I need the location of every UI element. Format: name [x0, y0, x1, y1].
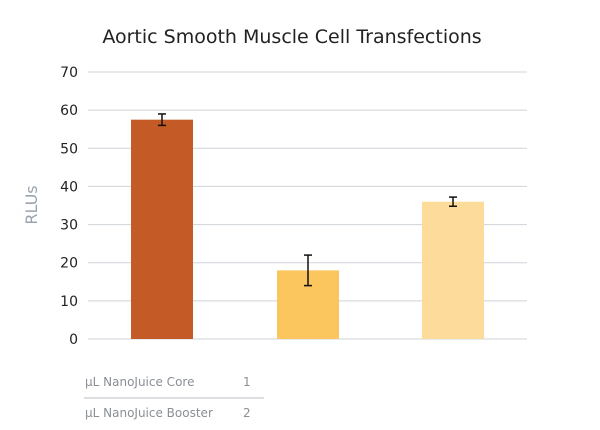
error-bar [449, 196, 457, 208]
legend-table: µL NanoJuice Core 1 µL NanoJuice Booster 2 [84, 375, 264, 420]
table-row-label: µL NanoJuice Booster [85, 406, 213, 420]
bars [131, 119, 484, 339]
chart-title: Aortic Smooth Muscle Cell Transfections [102, 26, 481, 48]
y-tick-label: 10 [60, 294, 78, 310]
error-bar [158, 113, 166, 127]
table-row-value: 1 [243, 375, 251, 389]
y-tick-labels: 0 10 20 30 40 50 60 70 [60, 65, 78, 348]
table-row-value: 2 [243, 406, 251, 420]
y-tick-label: 60 [60, 103, 78, 119]
y-tick-label: 70 [60, 65, 78, 81]
y-tick-label: 30 [60, 218, 78, 234]
table-row-label: µL NanoJuice Core [85, 375, 194, 389]
error-bars [158, 113, 457, 287]
error-bar [304, 254, 312, 287]
y-tick-label: 0 [69, 332, 78, 348]
bar [422, 201, 484, 339]
y-tick-label: 40 [60, 179, 78, 195]
y-axis-label: RLUs [22, 185, 41, 224]
y-tick-label: 50 [60, 141, 78, 157]
bar [131, 119, 193, 339]
y-tick-label: 20 [60, 256, 78, 272]
